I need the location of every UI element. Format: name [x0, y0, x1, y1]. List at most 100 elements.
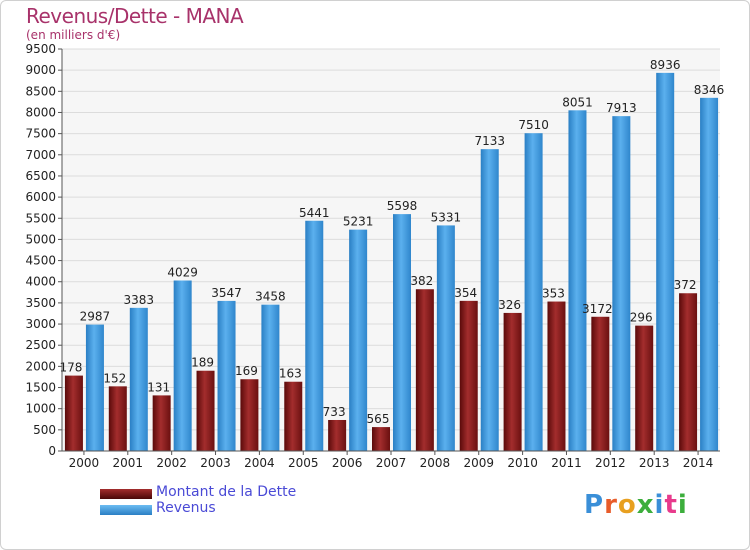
- x-tick-label: 2010: [507, 456, 538, 470]
- logo-letter: t: [664, 490, 678, 520]
- y-tick-label: 2000: [25, 359, 56, 373]
- bar-revenue: [700, 97, 719, 451]
- bar-revenue: [436, 225, 455, 451]
- data-label-revenue: 8936: [650, 58, 681, 72]
- bar-revenue: [480, 149, 499, 451]
- y-tick-label: 9500: [25, 42, 56, 56]
- bar-revenue: [173, 280, 192, 451]
- data-label-revenue: 2987: [80, 310, 111, 324]
- data-label-revenue: 5331: [431, 210, 462, 224]
- y-tick-label: 5500: [25, 211, 56, 225]
- logo-letter: i: [677, 490, 688, 520]
- x-tick-label: 2012: [595, 456, 626, 470]
- y-tick-label: 6000: [25, 190, 56, 204]
- y-tick-label: 5000: [25, 232, 56, 246]
- data-label-revenue: 3547: [211, 286, 242, 300]
- data-label-debt: 178: [59, 361, 82, 375]
- bar-debt: [503, 312, 522, 451]
- x-tick-label: 2004: [244, 456, 275, 470]
- bar-debt: [635, 325, 654, 451]
- y-tick-label: 500: [33, 423, 56, 437]
- x-tick-label: 2014: [683, 456, 714, 470]
- data-label-revenue: 8346: [694, 83, 725, 97]
- logo-letter: x: [636, 490, 655, 520]
- x-tick-label: 2009: [463, 456, 494, 470]
- y-tick-label: 8500: [25, 84, 56, 98]
- y-tick-label: 7500: [25, 127, 56, 141]
- bar-debt: [240, 379, 259, 451]
- data-label-debt: 163: [279, 367, 302, 381]
- bar-debt: [459, 300, 478, 451]
- x-tick-label: 2007: [376, 456, 407, 470]
- data-label-debt: 326: [498, 298, 521, 312]
- bar-debt: [328, 419, 347, 451]
- y-tick-label: 3500: [25, 296, 56, 310]
- data-label-debt: 354: [454, 286, 477, 300]
- bar-revenue: [568, 110, 587, 451]
- bar-debt: [372, 427, 390, 451]
- bar-revenue: [524, 133, 543, 451]
- logo-letter: P: [584, 490, 605, 520]
- bar-debt: [196, 370, 215, 451]
- logo-letter: o: [617, 490, 637, 520]
- y-tick-label: 0: [48, 444, 56, 458]
- data-label-revenue: 5441: [299, 206, 330, 220]
- data-label-revenue: 5598: [387, 199, 418, 213]
- x-tick-label: 2001: [113, 456, 144, 470]
- data-label-revenue: 7913: [606, 101, 637, 115]
- data-label-revenue: 4029: [167, 266, 198, 280]
- bar-debt: [108, 386, 127, 451]
- legend-label-debt: Montant de la Dette: [156, 484, 297, 500]
- x-tick-label: 2003: [200, 456, 231, 470]
- x-tick-label: 2011: [551, 456, 582, 470]
- bar-debt: [679, 293, 698, 451]
- x-tick-label: 2000: [69, 456, 100, 470]
- data-label-debt: 131: [147, 380, 170, 394]
- x-tick-label: 2005: [288, 456, 319, 470]
- bar-debt: [591, 316, 610, 451]
- bar-revenue: [261, 304, 280, 451]
- y-tick-label: 3000: [25, 317, 56, 331]
- data-label-revenue: 8051: [562, 95, 593, 109]
- data-label-debt: 169: [235, 364, 258, 378]
- logo-letter: r: [604, 490, 618, 520]
- y-tick-label: 4500: [25, 254, 56, 268]
- logo-letter: i: [654, 490, 665, 520]
- bar-revenue: [656, 72, 675, 452]
- bar-debt: [547, 301, 566, 451]
- bar-debt: [284, 381, 303, 451]
- legend-swatch-revenue: [100, 505, 152, 515]
- bar-debt: [152, 395, 171, 451]
- y-tick-label: 8000: [25, 105, 56, 119]
- y-tick-label: 6500: [25, 169, 56, 183]
- bar-revenue: [349, 229, 368, 451]
- data-label-revenue: 7510: [518, 118, 549, 132]
- bar-revenue: [129, 307, 148, 451]
- data-label-debt: 733: [323, 405, 346, 419]
- x-tick-label: 2013: [639, 456, 670, 470]
- data-label-debt: 296: [630, 311, 653, 325]
- data-label-debt: 152: [103, 371, 126, 385]
- data-label-debt: 353: [542, 287, 565, 301]
- legend-swatch-debt: [100, 489, 152, 499]
- proxiti-logo: Proxiti: [584, 490, 688, 520]
- data-label-debt: 189: [191, 356, 214, 370]
- bar-revenue: [217, 300, 236, 451]
- data-label-debt: 382: [410, 274, 433, 288]
- data-label-debt: 3172: [582, 302, 613, 316]
- x-tick-label: 2002: [156, 456, 187, 470]
- bar-revenue: [393, 214, 411, 451]
- plot-area: [62, 49, 720, 451]
- data-label-revenue: 3383: [124, 293, 155, 307]
- y-tick-label: 2500: [25, 338, 56, 352]
- x-tick-label: 2008: [420, 456, 451, 470]
- data-label-revenue: 5231: [343, 215, 374, 229]
- y-tick-label: 1000: [25, 402, 56, 416]
- chart-subtitle: (en milliers d'€): [26, 28, 121, 42]
- bar-revenue: [612, 116, 631, 452]
- y-tick-label: 4000: [25, 275, 56, 289]
- chart-title: Revenus/Dette - MANA: [26, 4, 244, 28]
- bar-revenue: [305, 220, 324, 451]
- data-label-debt: 565: [367, 412, 390, 426]
